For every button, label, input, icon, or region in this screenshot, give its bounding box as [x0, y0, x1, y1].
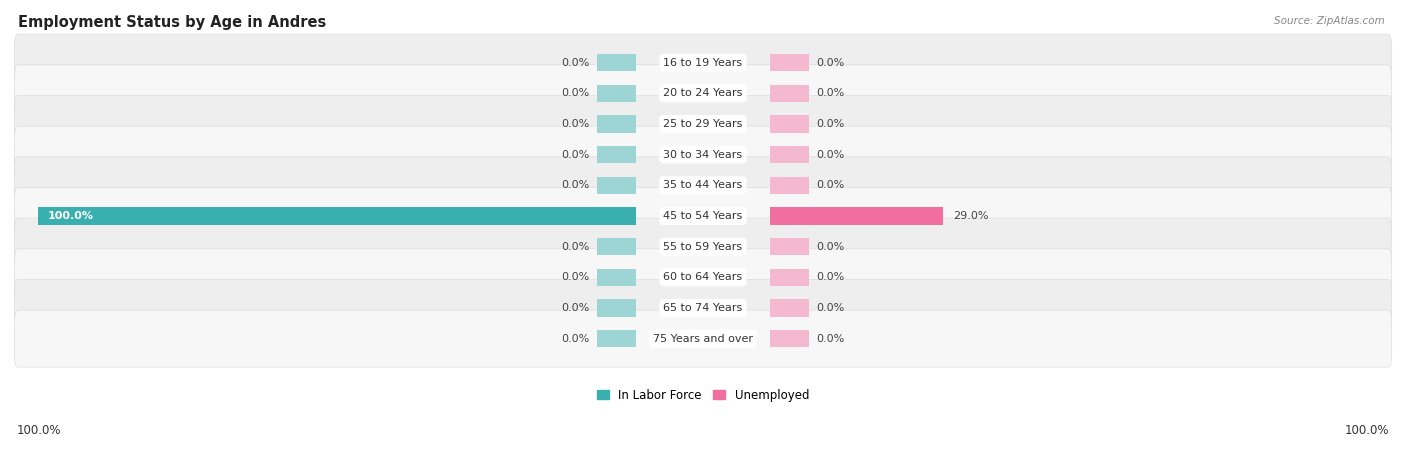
Legend: In Labor Force, Unemployed: In Labor Force, Unemployed	[592, 384, 814, 406]
Bar	[596, 299, 637, 317]
Text: 0.0%: 0.0%	[815, 58, 845, 68]
Bar	[596, 115, 637, 133]
Text: 0.0%: 0.0%	[815, 334, 845, 344]
FancyBboxPatch shape	[14, 249, 1392, 306]
FancyBboxPatch shape	[14, 218, 1392, 275]
Bar	[769, 177, 810, 194]
Bar	[596, 330, 637, 347]
Bar	[596, 146, 637, 163]
Text: 0.0%: 0.0%	[561, 242, 591, 252]
Text: 100.0%: 100.0%	[48, 211, 94, 221]
FancyBboxPatch shape	[14, 126, 1392, 183]
Text: 0.0%: 0.0%	[815, 150, 845, 160]
Bar	[596, 54, 637, 71]
Text: 0.0%: 0.0%	[561, 334, 591, 344]
Bar	[769, 146, 810, 163]
Text: 0.0%: 0.0%	[561, 303, 591, 313]
FancyBboxPatch shape	[14, 157, 1392, 214]
FancyBboxPatch shape	[14, 65, 1392, 122]
Text: 0.0%: 0.0%	[561, 180, 591, 190]
Text: 0.0%: 0.0%	[561, 272, 591, 282]
Text: 0.0%: 0.0%	[815, 242, 845, 252]
Bar	[769, 238, 810, 255]
Bar	[596, 177, 637, 194]
Bar	[769, 54, 810, 71]
Text: 30 to 34 Years: 30 to 34 Years	[664, 150, 742, 160]
Text: 0.0%: 0.0%	[561, 58, 591, 68]
FancyBboxPatch shape	[14, 280, 1392, 336]
FancyBboxPatch shape	[14, 310, 1392, 367]
Text: 0.0%: 0.0%	[815, 180, 845, 190]
Text: 0.0%: 0.0%	[815, 88, 845, 98]
Text: 20 to 24 Years: 20 to 24 Years	[664, 88, 742, 98]
Text: Employment Status by Age in Andres: Employment Status by Age in Andres	[18, 15, 326, 30]
Bar	[769, 115, 810, 133]
Text: 0.0%: 0.0%	[815, 303, 845, 313]
Text: Source: ZipAtlas.com: Source: ZipAtlas.com	[1274, 16, 1385, 26]
Bar	[769, 299, 810, 317]
Text: 0.0%: 0.0%	[561, 150, 591, 160]
Text: 16 to 19 Years: 16 to 19 Years	[664, 58, 742, 68]
Text: 25 to 29 Years: 25 to 29 Years	[664, 119, 742, 129]
Text: 60 to 64 Years: 60 to 64 Years	[664, 272, 742, 282]
Text: 65 to 74 Years: 65 to 74 Years	[664, 303, 742, 313]
FancyBboxPatch shape	[14, 96, 1392, 152]
Bar	[769, 85, 810, 102]
Bar	[769, 269, 810, 286]
Bar	[769, 207, 943, 225]
Text: 0.0%: 0.0%	[815, 272, 845, 282]
Text: 0.0%: 0.0%	[815, 119, 845, 129]
Bar	[38, 207, 637, 225]
Text: 45 to 54 Years: 45 to 54 Years	[664, 211, 742, 221]
Text: 35 to 44 Years: 35 to 44 Years	[664, 180, 742, 190]
Text: 55 to 59 Years: 55 to 59 Years	[664, 242, 742, 252]
Text: 75 Years and over: 75 Years and over	[652, 334, 754, 344]
FancyBboxPatch shape	[14, 34, 1392, 91]
Bar	[596, 269, 637, 286]
Bar	[596, 238, 637, 255]
Bar	[769, 330, 810, 347]
Bar	[596, 85, 637, 102]
Text: 0.0%: 0.0%	[561, 119, 591, 129]
Text: 100.0%: 100.0%	[17, 424, 62, 437]
Text: 0.0%: 0.0%	[561, 88, 591, 98]
Text: 100.0%: 100.0%	[1344, 424, 1389, 437]
FancyBboxPatch shape	[14, 188, 1392, 244]
Text: 29.0%: 29.0%	[953, 211, 988, 221]
